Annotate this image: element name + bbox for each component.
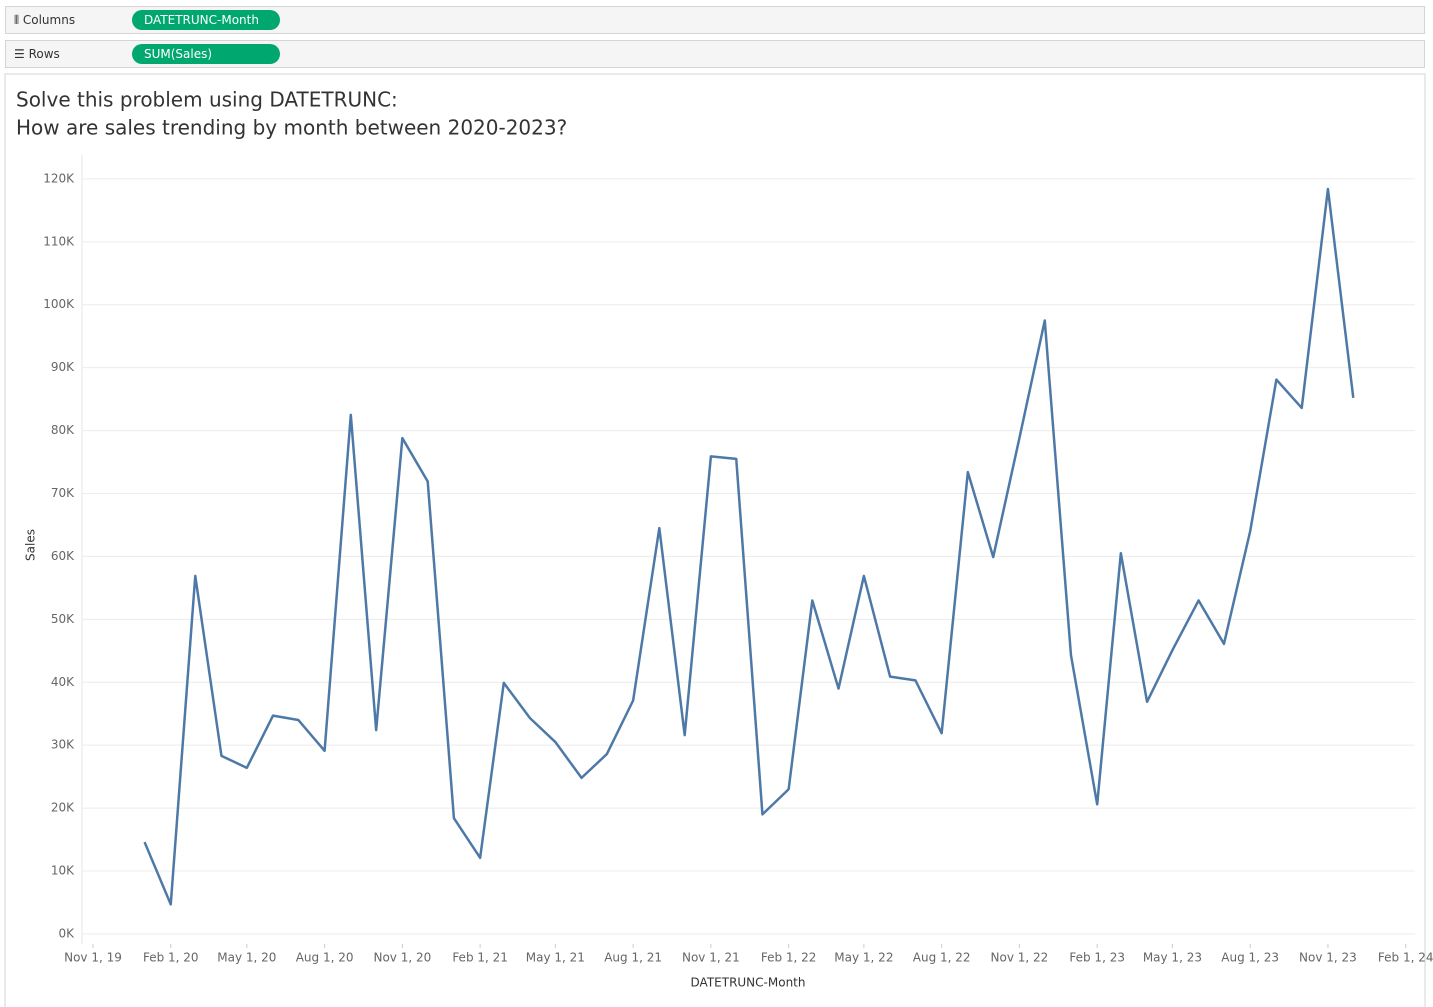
rows-shelf: ☰ Rows SUM(Sales)	[5, 40, 1425, 68]
x-tick-label: Nov 1, 21	[682, 951, 740, 965]
x-tick-label: Nov 1, 23	[1299, 951, 1357, 965]
x-axis-title: DATETRUNC-Month	[691, 976, 806, 990]
x-tick-label: Nov 1, 22	[991, 951, 1049, 965]
pill[interactable]: SUM(Sales)	[132, 44, 280, 64]
series-line	[143, 187, 1355, 906]
x-tick-label: Nov 1, 19	[64, 951, 122, 965]
x-tick-label: May 1, 21	[526, 951, 585, 965]
shelf-label: ☰ Rows	[14, 47, 60, 61]
x-tick-label: Feb 1, 22	[761, 951, 817, 965]
shelf-label: ⫴ Columns	[14, 13, 76, 27]
pane	[4, 73, 1426, 1007]
x-tick-label: Feb 1, 24	[1378, 951, 1433, 965]
y-tick-label: 100K	[43, 297, 75, 311]
y-tick-label: 60K	[51, 549, 75, 563]
y-axis-title: Sales	[24, 529, 38, 561]
shelf-label-text: Columns	[22, 13, 76, 27]
y-tick-label: 80K	[51, 423, 75, 437]
x-tick-label: May 1, 20	[217, 951, 276, 965]
y-tick-label: 20K	[51, 801, 75, 815]
x-tick-label: Aug 1, 23	[1221, 951, 1279, 965]
columns-shelf: ⫴ Columns DATETRUNC-Month	[5, 6, 1425, 34]
x-tick-label: May 1, 22	[834, 951, 893, 965]
pill[interactable]: DATETRUNC-Month	[132, 10, 280, 30]
y-tick-label: 120K	[43, 171, 75, 185]
x-tick-label: Aug 1, 21	[604, 951, 662, 965]
y-tick-label: 10K	[51, 864, 75, 878]
x-tick-label: Aug 1, 20	[296, 951, 354, 965]
y-tick-label: 110K	[43, 234, 75, 248]
y-tick-label: 70K	[51, 486, 75, 500]
x-tick-label: Feb 1, 21	[452, 951, 508, 965]
chart-subtitle: How are sales trending by month between …	[16, 116, 567, 140]
shelf-label-text: Rows	[28, 47, 60, 61]
chart-title: Solve this problem using DATETRUNC:	[16, 88, 398, 112]
y-tick-label: 30K	[51, 738, 75, 752]
y-tick-label: 50K	[51, 612, 75, 626]
y-tick-label: 40K	[51, 675, 75, 689]
x-tick-label: Nov 1, 20	[373, 951, 431, 965]
x-tick-label: Feb 1, 20	[143, 951, 199, 965]
y-tick-label: 90K	[51, 360, 75, 374]
x-tick-label: Feb 1, 23	[1069, 951, 1125, 965]
x-tick-label: May 1, 23	[1143, 951, 1202, 965]
y-tick-label: 0K	[58, 926, 75, 940]
x-tick-label: Aug 1, 22	[913, 951, 971, 965]
